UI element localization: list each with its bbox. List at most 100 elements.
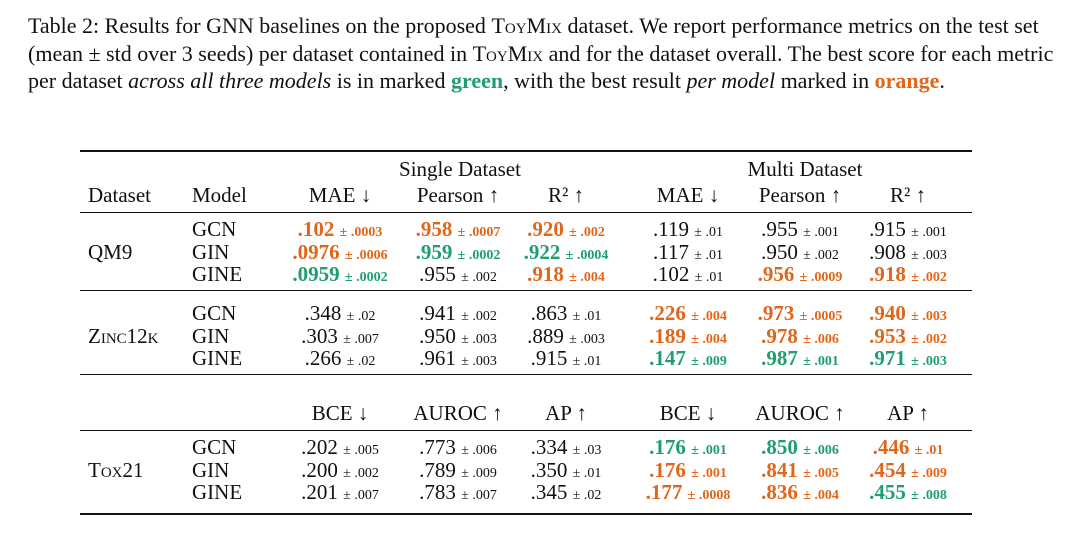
metric-mean: .0976 [292,239,340,264]
metric-std: ± .01 [572,354,602,369]
caption-part2: dataset. We report performance metrics o… [28,13,1039,66]
metric-std: ± .0004 [565,247,609,263]
metric-mean: .350 [530,457,568,482]
caption-part6: marked in [775,68,875,93]
metric-cell: .202 ± .005 [280,436,400,462]
metric-mean: .958 [415,217,453,241]
metric-mean: .918 [869,262,906,286]
metric-mean: .978 [761,323,798,348]
cls-metric-header-single-2: AP ↑ [545,401,587,425]
caption-part1: Table 2: Results for GNN baselines on th… [28,13,492,38]
metric-cell: .955 ± .001 [740,218,860,244]
metric-mean: .0959 [292,262,340,286]
metric-cell: .956 ± .0009 [740,263,860,289]
bottom-rule [80,513,972,515]
header-rule [80,212,972,213]
metric-cell: .345 ± .02 [506,481,626,507]
metric-cell: .940 ± .003 [848,302,968,328]
metric-std: ± .0009 [799,270,843,285]
metric-cell: .915 ± .01 [506,347,626,373]
metric-std: ± .002 [803,247,839,263]
metric-std: ± .03 [572,443,602,458]
metric-mean: .102 [297,217,335,241]
metric-std: ± .004 [691,309,727,324]
metric-std: ± .0006 [344,247,388,263]
rule-after-qm9 [80,290,972,291]
metric-mean: .915 [530,346,568,370]
metric-std: ± .004 [569,270,605,285]
metric-cell: .119 ± .01 [628,218,748,244]
caption-orange-word: orange [874,68,940,93]
metric-cell: .350 ± .01 [506,459,626,485]
dataset-name: QM9 [88,239,133,264]
top-rule [80,150,972,152]
metric-std: ± .003 [569,331,605,347]
metric-std: ± .01 [694,225,723,240]
metric-mean: .789 [419,457,456,482]
metric-mean: .971 [869,346,906,370]
rule-after-zinc [80,374,972,375]
metric-cell: .147 ± .009 [628,347,748,373]
metric-cell: .918 ± .004 [506,263,626,289]
metric-mean: .201 [301,480,338,504]
metric-mean: .918 [527,262,564,286]
metric-mean: .176 [649,457,686,482]
cls-metric-header-single-1: AUROC ↑ [413,401,503,425]
model-name: GIN [192,323,230,348]
caption-dataset-name: ToyMix [491,13,562,38]
metric-cell: .102 ± .01 [628,263,748,289]
metric-mean: .334 [530,435,568,459]
metric-cell: .783 ± .007 [398,481,518,507]
metric-mean: .189 [649,323,686,348]
model-name: GIN [192,457,230,482]
metric-std: ± .005 [803,465,839,481]
metric-std: ± .0002 [457,247,501,263]
metric-std: ± .002 [343,465,379,481]
metric-mean: .950 [761,239,798,264]
metric-cell: .0976 ± .0006 [280,241,400,267]
metric-mean: .836 [761,480,798,504]
metric-mean: .953 [869,323,906,348]
metric-cell: .918 ± .002 [848,263,968,289]
metric-cell: .348 ± .02 [280,302,400,328]
metric-std: ± .004 [803,488,839,503]
metric-cell: .987 ± .001 [740,347,860,373]
metric-mean: .955 [761,217,798,241]
metric-cell: .920 ± .002 [506,218,626,244]
column-header-model: Model [192,183,247,207]
caption-emphasis-per-model: per model [686,68,776,93]
metric-cell: .189 ± .004 [628,325,748,351]
metric-cell: .863 ± .01 [506,302,626,328]
metric-header-single-0: MAE ↓ [308,183,372,207]
metric-mean: .773 [419,435,456,459]
metric-cell: .955 ± .002 [398,263,518,289]
dataset-name: Tox21 [88,457,144,482]
metric-mean: .102 [652,262,690,286]
group-header-single: Single Dataset [399,157,521,181]
metric-cell: .950 ± .002 [740,241,860,267]
metric-std: ± .004 [691,331,727,347]
metric-mean: .455 [869,480,906,504]
metric-std: ± .001 [691,465,727,481]
metric-mean: .348 [304,301,342,325]
metric-header-multi-1: Pearson ↑ [758,183,842,207]
caption-part7: . [939,68,945,93]
model-name: GCN [192,217,237,241]
metric-std: ± .006 [803,443,839,458]
metric-header-single-1: Pearson ↑ [416,183,500,207]
metric-cell: .454 ± .009 [848,459,968,485]
metric-mean: .226 [649,301,686,325]
metric-std: ± .01 [914,443,944,458]
metric-std: ± .003 [461,331,497,347]
metric-std: ± .02 [572,488,602,503]
metric-mean: .200 [301,457,338,482]
metric-mean: .783 [419,480,456,504]
metric-std: ± .002 [911,270,947,285]
caption-dataset-name-2: ToyMix [472,40,544,66]
metric-std: ± .003 [461,354,497,369]
metric-std: ± .0002 [344,270,388,285]
metric-cell: .334 ± .03 [506,436,626,462]
metric-mean: .117 [653,239,690,264]
metric-std: ± .0003 [339,225,383,240]
metric-std: ± .006 [803,331,839,347]
